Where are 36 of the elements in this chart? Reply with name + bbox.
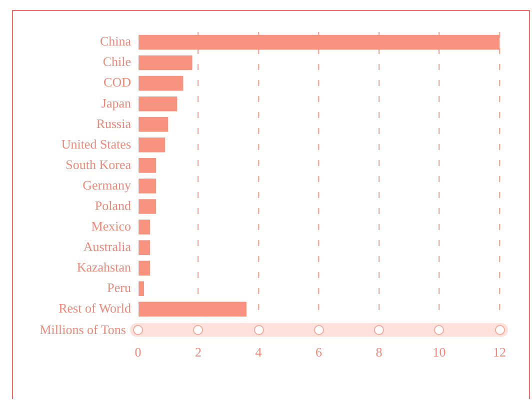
y-tick-label: United States — [61, 136, 131, 152]
bar — [138, 96, 178, 112]
bar — [138, 302, 246, 317]
bar — [138, 240, 150, 255]
bar — [138, 55, 192, 70]
y-tick-label: Germany — [82, 177, 132, 192]
bar — [138, 281, 144, 296]
x-tick-label: 6 — [316, 344, 322, 360]
bar — [138, 199, 156, 214]
bar — [138, 260, 150, 276]
y-tick-label: Australia — [83, 238, 132, 254]
y-tick-label: China — [100, 34, 132, 49]
y-tick-label: South Korea — [66, 156, 132, 172]
y-tick-label: COD — [104, 74, 131, 90]
y-tick-label: Rest of World — [58, 300, 132, 316]
x-tick-label: 2 — [195, 344, 202, 360]
x-tick-label: 10 — [432, 344, 446, 360]
x-tick-label: 0 — [134, 344, 142, 360]
x-axis-title: Millions of Tons — [40, 322, 126, 337]
y-tick-label: Poland — [94, 198, 132, 213]
bar — [138, 34, 500, 50]
y-tick-label: Peru — [107, 280, 132, 296]
y-tick-label: Chile — [102, 54, 132, 70]
bar — [138, 178, 156, 194]
x-tick-label: 12 — [493, 344, 506, 360]
y-tick-label: Kazahstan — [76, 260, 132, 274]
bar — [138, 220, 150, 234]
bar — [138, 76, 184, 91]
y-tick-label: Russia — [96, 116, 132, 131]
bar — [138, 138, 166, 152]
bar — [138, 116, 168, 132]
x-tick-label: 4 — [255, 344, 262, 360]
y-tick-label: Japan — [101, 95, 132, 110]
y-tick-label: Mexico — [91, 218, 131, 234]
bar — [138, 158, 156, 173]
x-tick-label: 8 — [376, 344, 382, 360]
